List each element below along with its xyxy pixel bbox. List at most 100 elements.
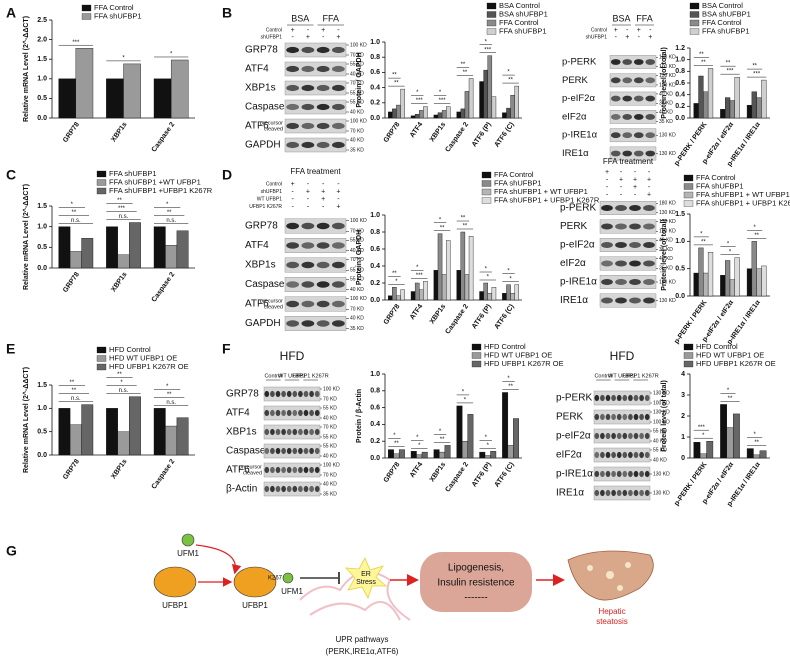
blot-band: [303, 428, 309, 436]
blot-band: [309, 390, 314, 398]
blot-band: [615, 242, 627, 248]
legend-label: HFD UFBP1 K267R OE: [696, 359, 776, 368]
bar: [106, 78, 124, 119]
kd-label: 55 KD: [323, 434, 337, 440]
blot-band: [605, 451, 611, 459]
significance-label: ***: [118, 206, 126, 212]
bar: [483, 282, 488, 301]
blot-band: [622, 132, 633, 139]
kd-label: 40 KD: [350, 287, 364, 293]
blot-strip: [609, 110, 657, 124]
legend-swatch: [689, 11, 700, 18]
kd-label: 100 KD: [323, 386, 340, 392]
blot-band: [275, 447, 281, 455]
blot-band: [629, 223, 641, 230]
ufm1-label: UFM1: [281, 587, 303, 596]
significance-label: **: [167, 392, 172, 398]
bar: [514, 85, 520, 119]
blot-row-label: GAPDH: [245, 318, 281, 329]
site-label: K267: [268, 576, 283, 582]
kd-label: 70 KD: [350, 307, 364, 313]
blot-band: [645, 77, 656, 84]
significance-label: *: [487, 443, 490, 449]
y-tick-label: 1.0: [370, 39, 380, 46]
blot-band: [633, 77, 644, 84]
condition-sign: +: [619, 176, 623, 183]
blot-sublabel: cleaved: [264, 126, 283, 132]
kd-label: 130 KD: [659, 219, 676, 225]
legend-swatch: [81, 13, 92, 20]
blot-band: [633, 432, 639, 440]
blot-band: [298, 390, 303, 398]
blot-band: [270, 447, 275, 455]
kd-label: 100 KD: [350, 118, 367, 124]
blot-band: [610, 77, 621, 84]
blot-row-label: β-Actin: [226, 484, 257, 495]
bar: [756, 268, 762, 297]
legend-label: FFA shUFBP1: [499, 26, 547, 35]
blot-row-label: Caspase2: [245, 279, 290, 290]
blot-row-label: GAPDH: [245, 140, 281, 151]
bar: [392, 287, 397, 301]
blot-band: [298, 428, 303, 436]
bar: [414, 113, 420, 119]
panel-letter: B: [222, 5, 232, 21]
legend-swatch: [486, 19, 497, 27]
condition-sign: +: [625, 34, 629, 41]
bar: [165, 245, 178, 269]
blot-row-label: ATF4: [245, 64, 269, 75]
y-tick-label: 0.0: [37, 115, 47, 122]
bar: [398, 449, 405, 459]
y-tick-label: 0.5: [37, 244, 47, 251]
blot-band: [639, 489, 644, 497]
legend-label: HFD UFBP1 K267R OE: [484, 359, 564, 368]
y-tick-label: 0.4: [675, 92, 685, 99]
significance-label: ***: [72, 40, 80, 46]
bar: [703, 272, 709, 297]
legend-swatch: [471, 352, 482, 359]
legend-swatch: [481, 188, 492, 196]
legend-swatch: [481, 171, 492, 179]
legend-label: FFA Control: [94, 3, 134, 12]
blot-band: [301, 103, 315, 111]
condition-sign: +: [633, 184, 637, 191]
blot-band: [301, 46, 315, 54]
condition-label: Control: [591, 27, 607, 33]
blot-band: [301, 122, 315, 130]
significance-label: n.s.: [71, 396, 81, 402]
blot-band: [316, 242, 330, 249]
bar: [445, 240, 451, 301]
legend-label: HFD WT UFBP1 OE: [484, 350, 552, 359]
bar: [756, 97, 762, 119]
bar: [751, 241, 757, 297]
bar: [720, 275, 726, 297]
blot-band: [286, 447, 292, 455]
significance-label: *: [727, 241, 730, 247]
blot-band: [622, 470, 628, 478]
bar: [468, 78, 474, 119]
bar: [123, 63, 141, 119]
significance-label: **: [69, 380, 74, 386]
legend-label: FFA shUFBP1: [702, 26, 750, 35]
blot-band: [629, 279, 641, 285]
significance-label: **: [463, 70, 468, 76]
bar: [176, 417, 189, 456]
x-tick-label: Caspase 2: [444, 121, 470, 153]
blot-band: [644, 413, 650, 421]
blot-band: [622, 113, 633, 120]
group-label: Control: [264, 373, 282, 379]
condition-label: Control: [266, 27, 282, 33]
blot-strip: [263, 462, 321, 478]
bar: [117, 431, 130, 456]
bar: [444, 445, 451, 459]
kd-label: 130 KD: [653, 471, 670, 477]
blot-band: [605, 432, 611, 440]
blot-band: [594, 470, 600, 478]
bar: [433, 114, 439, 119]
significance-label: *: [462, 389, 465, 395]
blot-band: [611, 451, 616, 459]
bar: [433, 449, 440, 459]
bar: [720, 109, 726, 119]
kd-label: 40 KD: [323, 415, 337, 421]
bar: [421, 451, 428, 459]
